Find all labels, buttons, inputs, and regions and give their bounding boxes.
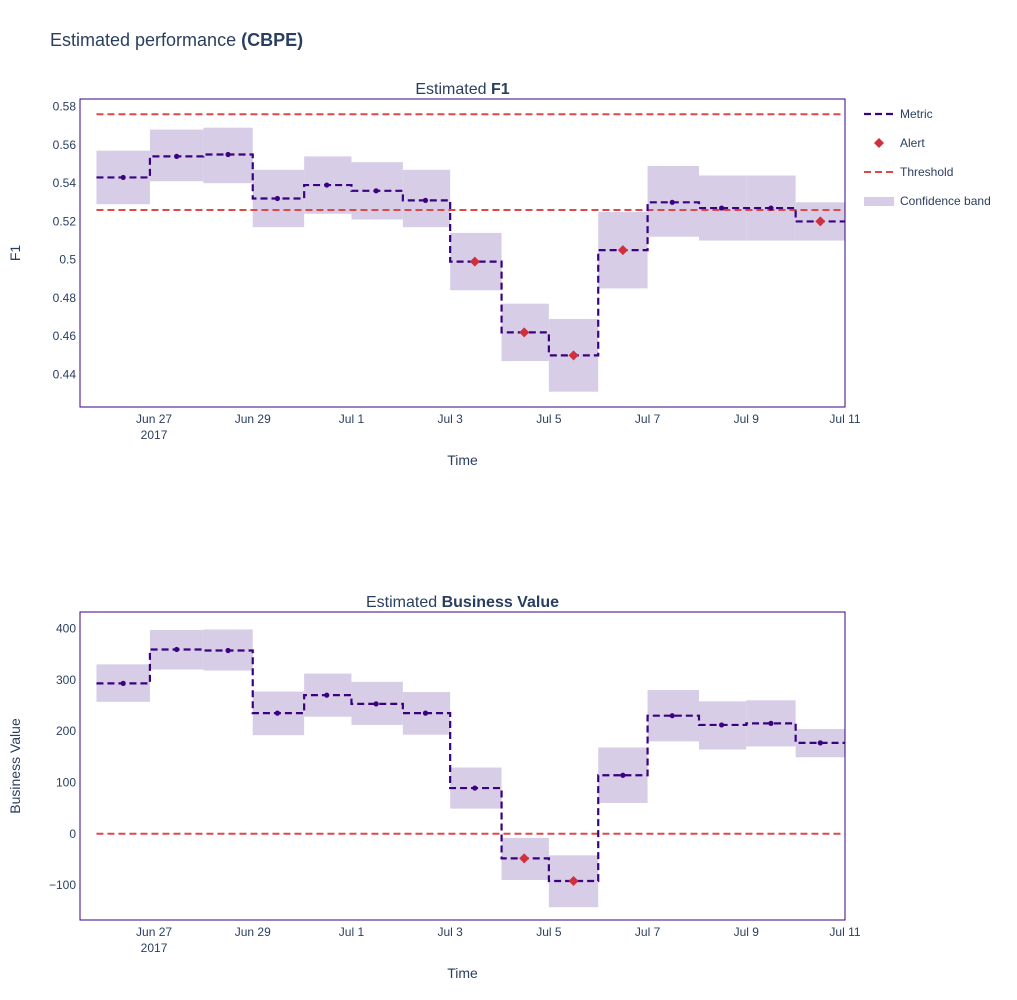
- x-tick-label: Jul 11: [829, 925, 860, 939]
- x-tick-label: Jun 29: [235, 925, 271, 939]
- y-tick-label: 0.5: [59, 253, 76, 267]
- metric-point: [669, 199, 675, 205]
- y-tick-label: 200: [56, 724, 76, 738]
- legend-item-metric[interactable]: Metric: [864, 107, 933, 121]
- metric-point: [719, 722, 725, 728]
- business-value-chart-panel: Estimated Business Value −100 0 100 200 300 40…: [7, 594, 861, 981]
- x-tick-label: Jul 5: [536, 925, 562, 939]
- y-tick-label: 300: [56, 673, 76, 687]
- y-tick-label: 0.44: [53, 367, 77, 381]
- x-tick-label: Jul 7: [635, 412, 661, 426]
- f1-chart-panel: Estimated F1 0.44 0.46 0.48 0.5 0.52 0.54 0.56 0…: [7, 81, 861, 468]
- metric-point: [324, 692, 330, 698]
- subplot-title-bold: Business Value: [442, 594, 559, 611]
- metric-point: [225, 151, 231, 158]
- x-year-label: 2017: [141, 428, 168, 442]
- page-title: Estimated performance (CBPE): [50, 30, 304, 50]
- subplot-title: Estimated F1: [415, 81, 509, 98]
- subplot-title-prefix: Estimated: [415, 81, 491, 98]
- y-tick-label: 0.52: [53, 214, 77, 228]
- metric-point: [324, 182, 330, 188]
- metric-point: [120, 680, 126, 686]
- subplot-title-bold: F1: [491, 81, 510, 98]
- x-tick-label: Jun 29: [235, 412, 271, 426]
- metric-point: [422, 710, 429, 716]
- plot-frame: [79, 611, 846, 921]
- y-tick-label: 0.46: [53, 329, 77, 343]
- legend-metric-label: Metric: [900, 107, 933, 121]
- legend-item-alert[interactable]: Alert: [874, 136, 925, 150]
- y-tick-label: 400: [56, 621, 76, 635]
- subplot-title-prefix: Estimated: [366, 594, 442, 611]
- metric-point: [225, 647, 231, 654]
- subplot-title: Estimated Business Value: [366, 594, 559, 611]
- alert-marker: [519, 853, 530, 864]
- metric-point: [373, 188, 379, 194]
- plot-frame: [79, 98, 846, 408]
- alert-marker: [617, 245, 628, 256]
- metric-point: [768, 205, 774, 211]
- metric-point: [817, 740, 823, 746]
- y-tick-label: 100: [56, 775, 76, 789]
- x-axis-title: Time: [447, 452, 478, 468]
- x-tick-label: Jul 9: [734, 412, 760, 426]
- x-tick-label: Jul 1: [339, 412, 365, 426]
- y-axis-title: F1: [7, 245, 23, 262]
- metric-point: [620, 772, 626, 778]
- y-tick-label: 0.56: [53, 138, 77, 152]
- x-tick-label: Jul 11: [829, 412, 860, 426]
- legend-item-threshold[interactable]: Threshold: [864, 165, 953, 179]
- y-tick-label: 0.54: [53, 176, 77, 190]
- metric-point: [373, 701, 379, 707]
- legend-alert-swatch: [874, 138, 884, 148]
- metric-point: [719, 205, 725, 211]
- metric-point: [472, 785, 478, 791]
- legend-band-swatch: [864, 197, 894, 206]
- x-tick-label: Jul 3: [437, 412, 463, 426]
- legend-item-confidence-band[interactable]: Confidence band: [864, 194, 991, 208]
- x-axis-title: Time: [447, 965, 478, 981]
- x-tick-label: Jul 7: [635, 925, 661, 939]
- alert-marker: [815, 216, 826, 227]
- y-tick-label: 0.58: [53, 100, 77, 114]
- x-tick-label: Jul 1: [339, 925, 365, 939]
- metric-line: [96, 648, 845, 883]
- metric-point: [768, 720, 774, 726]
- x-tick-label: Jul 9: [734, 925, 760, 939]
- alert-marker: [568, 875, 579, 886]
- alert-marker: [469, 256, 480, 267]
- alert-marker: [519, 327, 530, 338]
- x-year-label: 2017: [141, 941, 168, 955]
- metric-line: [96, 153, 845, 357]
- y-tick-label: 0.48: [53, 291, 77, 305]
- metric-point: [120, 174, 126, 181]
- y-tick-label: 0: [69, 827, 76, 841]
- legend: Metric Alert Threshold Confidence band: [864, 107, 991, 208]
- y-tick-label: −100: [49, 878, 76, 892]
- metric-point: [174, 153, 180, 159]
- metric-point: [669, 713, 675, 719]
- x-tick-label: Jun 27: [136, 412, 172, 426]
- legend-alert-label: Alert: [900, 136, 925, 150]
- legend-threshold-label: Threshold: [900, 165, 953, 179]
- metric-point: [422, 197, 429, 203]
- metric-point: [274, 710, 281, 716]
- legend-band-label: Confidence band: [900, 194, 991, 208]
- x-tick-label: Jul 5: [536, 412, 562, 426]
- metric-point: [174, 646, 180, 653]
- x-tick-label: Jul 3: [437, 925, 463, 939]
- y-axis-title: Business Value: [7, 718, 23, 814]
- alert-marker: [568, 350, 579, 361]
- metric-point: [274, 195, 281, 202]
- x-tick-label: Jun 27: [136, 925, 172, 939]
